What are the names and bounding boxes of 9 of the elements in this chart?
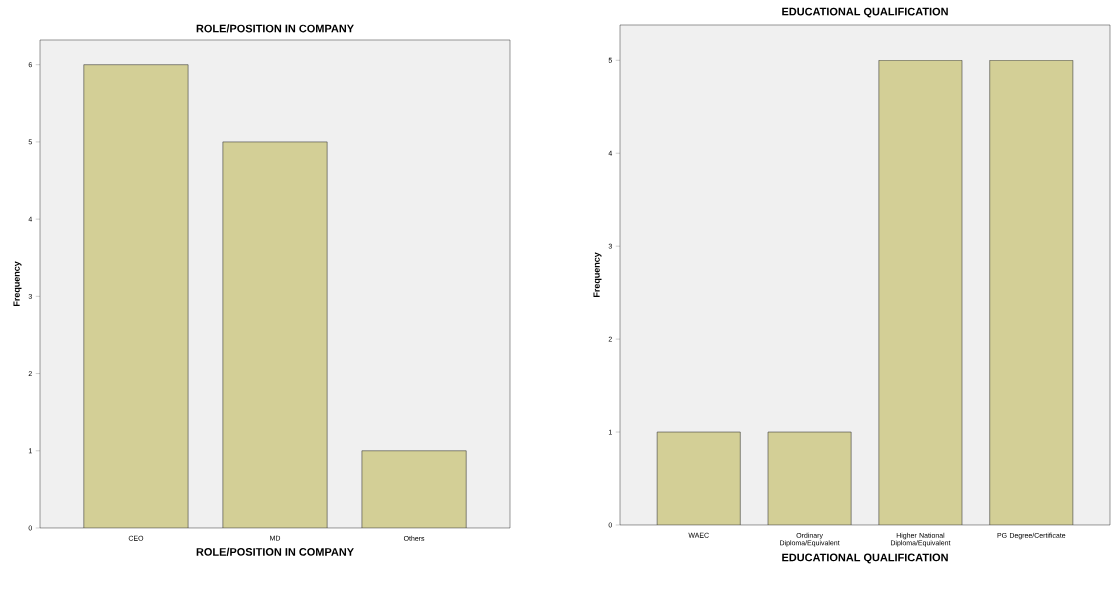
y-axis-title: Frequency xyxy=(13,261,22,307)
chart-title: ROLE/POSITION IN COMPANY xyxy=(196,24,354,33)
y-axis-title: Frequency xyxy=(593,252,602,298)
x-axis-title: ROLE/POSITION IN COMPANY xyxy=(196,547,354,556)
bar xyxy=(222,141,328,528)
x-axis-title: EDUCATIONAL QUALIFICATION xyxy=(782,553,948,564)
chart-title: EDUCATIONAL QUALIFICATION xyxy=(782,7,948,18)
bar xyxy=(83,64,189,528)
bar xyxy=(361,450,467,528)
